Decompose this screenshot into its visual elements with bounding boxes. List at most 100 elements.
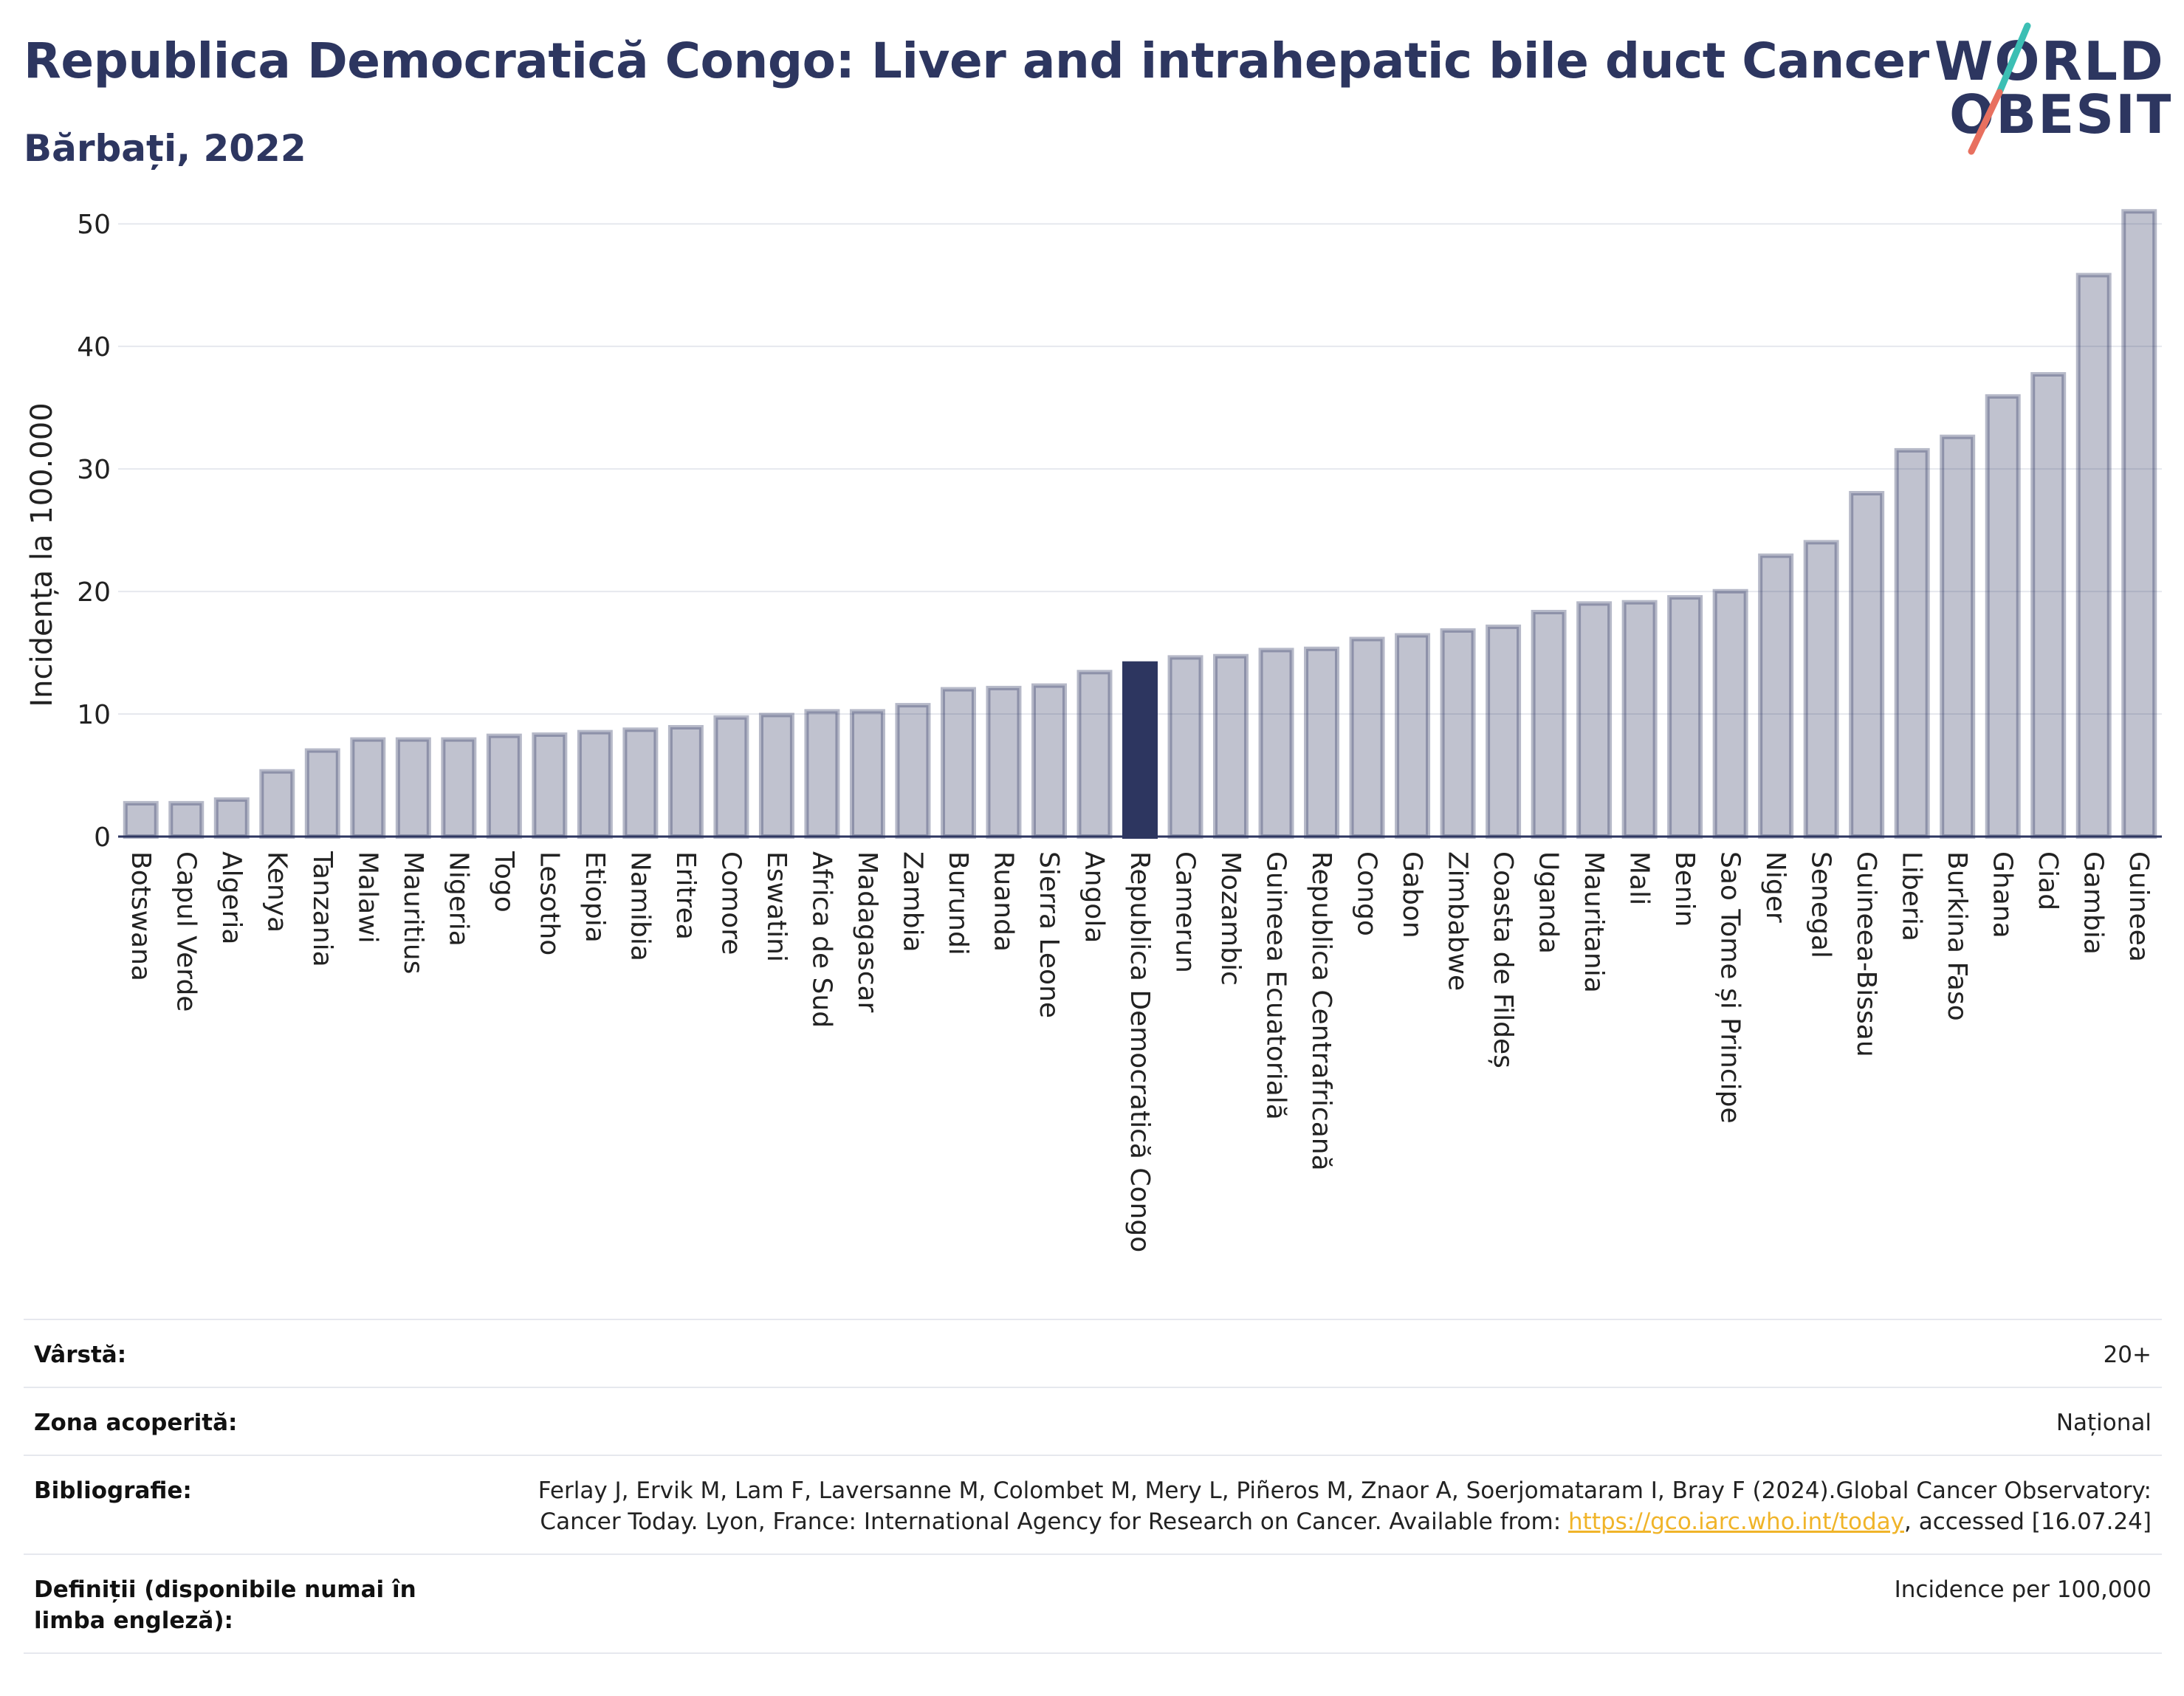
- y-axis-title: Incidența la 100.000: [25, 402, 59, 707]
- bar-ruanda: [986, 685, 1022, 839]
- bar-eritrea: [667, 724, 704, 839]
- bar-etiopia: [577, 729, 613, 839]
- bar-zambia: [895, 703, 931, 839]
- bar-guineea-bissau: [1849, 490, 1885, 839]
- y-tick-label: 20: [77, 577, 111, 608]
- chart-title: Republica Democratică Congo: Liver and i…: [24, 32, 1929, 89]
- x-tick-label: Guineea: [2123, 851, 2154, 962]
- x-tick-label: Mauritius: [398, 851, 428, 974]
- info-table: Vârstă: 20+ Zona acoperită: Național Bib…: [24, 1319, 2162, 1654]
- x-tick-label: Ruanda: [988, 851, 1018, 952]
- x-tick-label: Guineea-Bissau: [1851, 851, 1881, 1057]
- bar-niger: [1758, 553, 1794, 839]
- x-tick-label: Gabon: [1397, 851, 1427, 938]
- bar-burundi: [940, 687, 976, 839]
- x-tick-label: Comore: [715, 851, 746, 955]
- bar-senegal: [1803, 540, 1839, 839]
- bar-benin: [1667, 595, 1703, 840]
- bar-republica-centrafrican-: [1304, 646, 1340, 840]
- bibliography-text-2: , accessed [16.07.24]: [1903, 1508, 2152, 1535]
- x-tick-label: Madagascar: [852, 851, 882, 1013]
- x-tick-label: Burkina Faso: [1942, 851, 1972, 1021]
- x-tick-label: Tanzania: [307, 851, 337, 967]
- bar-sierra-leone: [1031, 683, 1067, 840]
- bibliography-value: Ferlay J, Ervik M, Lam F, Laversanne M, …: [502, 1455, 2162, 1554]
- x-tick-label: Senegal: [1806, 851, 1836, 958]
- bar-mozambic: [1213, 653, 1249, 839]
- bar-burkina-faso: [1940, 434, 1976, 839]
- x-tick-label: Ghana: [1988, 851, 2018, 938]
- x-tick-label: Namibia: [625, 851, 655, 961]
- bar-togo: [486, 733, 522, 839]
- bar-botswana: [123, 800, 159, 839]
- y-tick-label: 50: [77, 210, 111, 240]
- x-tick-label: Benin: [1669, 851, 1700, 927]
- bar-liberia: [1894, 447, 1930, 839]
- bar-congo: [1349, 636, 1385, 839]
- x-tick-label: Malawi: [352, 851, 382, 944]
- x-tick-label: Ciad: [2033, 851, 2063, 910]
- x-tick-label: Mauritania: [1579, 851, 1609, 993]
- age-label: Vârstă:: [34, 1342, 127, 1368]
- area-value: Național: [2056, 1410, 2152, 1436]
- bar-uganda: [1531, 609, 1567, 839]
- area-label: Zona acoperită:: [34, 1410, 238, 1436]
- bars: [123, 209, 2157, 840]
- x-tick-label: Sierra Leone: [1034, 851, 1064, 1018]
- bar-angola: [1076, 670, 1113, 839]
- x-tick-label: Gambia: [2078, 851, 2109, 955]
- world-obesity-logo: WORLD OBESITY: [1934, 22, 2171, 155]
- bar-camerun: [1167, 655, 1203, 840]
- bar-ciad: [2030, 372, 2067, 839]
- chart-subtitle: Bărbați, 2022: [24, 127, 306, 170]
- x-tick-label: Mali: [1624, 851, 1655, 905]
- x-tick-label: Uganda: [1534, 851, 1564, 954]
- bar-chart: 0 10 20 30 40 50 Botswana Capul Verde Algeria Ke…: [25, 209, 2162, 1252]
- bar-namibia: [622, 727, 659, 840]
- bar-madagascar: [849, 709, 885, 840]
- x-tick-label: Zimbabwe: [1443, 851, 1473, 991]
- x-tick-label: Guineea Ecuatorială: [1261, 851, 1291, 1120]
- info-row-age: Vârstă: 20+: [24, 1319, 2162, 1387]
- x-tick-label: Eswatini: [761, 851, 791, 962]
- y-tick-label: 10: [77, 700, 111, 730]
- x-tick-label: Kenya: [261, 851, 292, 933]
- bibliography-link[interactable]: https://gco.iarc.who.int/today: [1568, 1508, 1904, 1535]
- logo-slash-bottom: [1968, 89, 2003, 155]
- x-tick-label: Zambia: [897, 851, 927, 952]
- x-tick-label: Camerun: [1170, 851, 1201, 973]
- bar-capul-verde: [168, 800, 205, 839]
- bar-coasta-de-filde-: [1486, 624, 1522, 839]
- bar-mali: [1621, 600, 1658, 839]
- bar-comore: [713, 715, 749, 839]
- x-tick-label: Botswana: [126, 851, 156, 981]
- x-tick-label: Sao Tome și Principe: [1715, 851, 1745, 1124]
- x-tick-label: Burundi: [943, 851, 973, 955]
- bar-mauritius: [395, 737, 431, 840]
- bar-algeria: [213, 797, 250, 840]
- y-tick-label: 40: [77, 332, 111, 363]
- x-tick-label: Nigeria: [443, 851, 473, 947]
- bar-zimbabwe: [1440, 628, 1476, 839]
- x-tick-label: Niger: [1760, 851, 1790, 923]
- bar-sao-tome-i-principe: [1712, 588, 1748, 839]
- x-tick-label: Etiopia: [580, 851, 610, 943]
- bar-kenya: [259, 769, 295, 840]
- x-tick-label: Republica Democratică Congo: [1124, 851, 1155, 1252]
- x-tick-label: Liberia: [1897, 851, 1927, 941]
- x-tick-label: Lesotho: [534, 851, 564, 955]
- info-row-definitions: Definiții (disponibile numai în limba en…: [24, 1554, 2162, 1653]
- bar-eswatini: [758, 713, 794, 839]
- x-tick-label: Africa de Sud: [806, 851, 837, 1028]
- y-tick-label: 0: [94, 823, 111, 853]
- bar-ghana: [1985, 394, 2021, 839]
- definitions-label: Definiții (disponibile numai în limba en…: [34, 1576, 416, 1634]
- bar-tanzania: [304, 748, 340, 839]
- bar-republica-democratic-congo: [1122, 661, 1158, 839]
- x-tick-label: Coasta de Fildeș: [1488, 851, 1518, 1068]
- logo-text-world: WORLD: [1934, 30, 2165, 92]
- bar-gabon: [1395, 633, 1431, 839]
- info-row-area: Zona acoperită: Național: [24, 1387, 2162, 1455]
- x-tick-label: Togo: [489, 851, 519, 913]
- bar-africa-de-sud: [804, 709, 840, 840]
